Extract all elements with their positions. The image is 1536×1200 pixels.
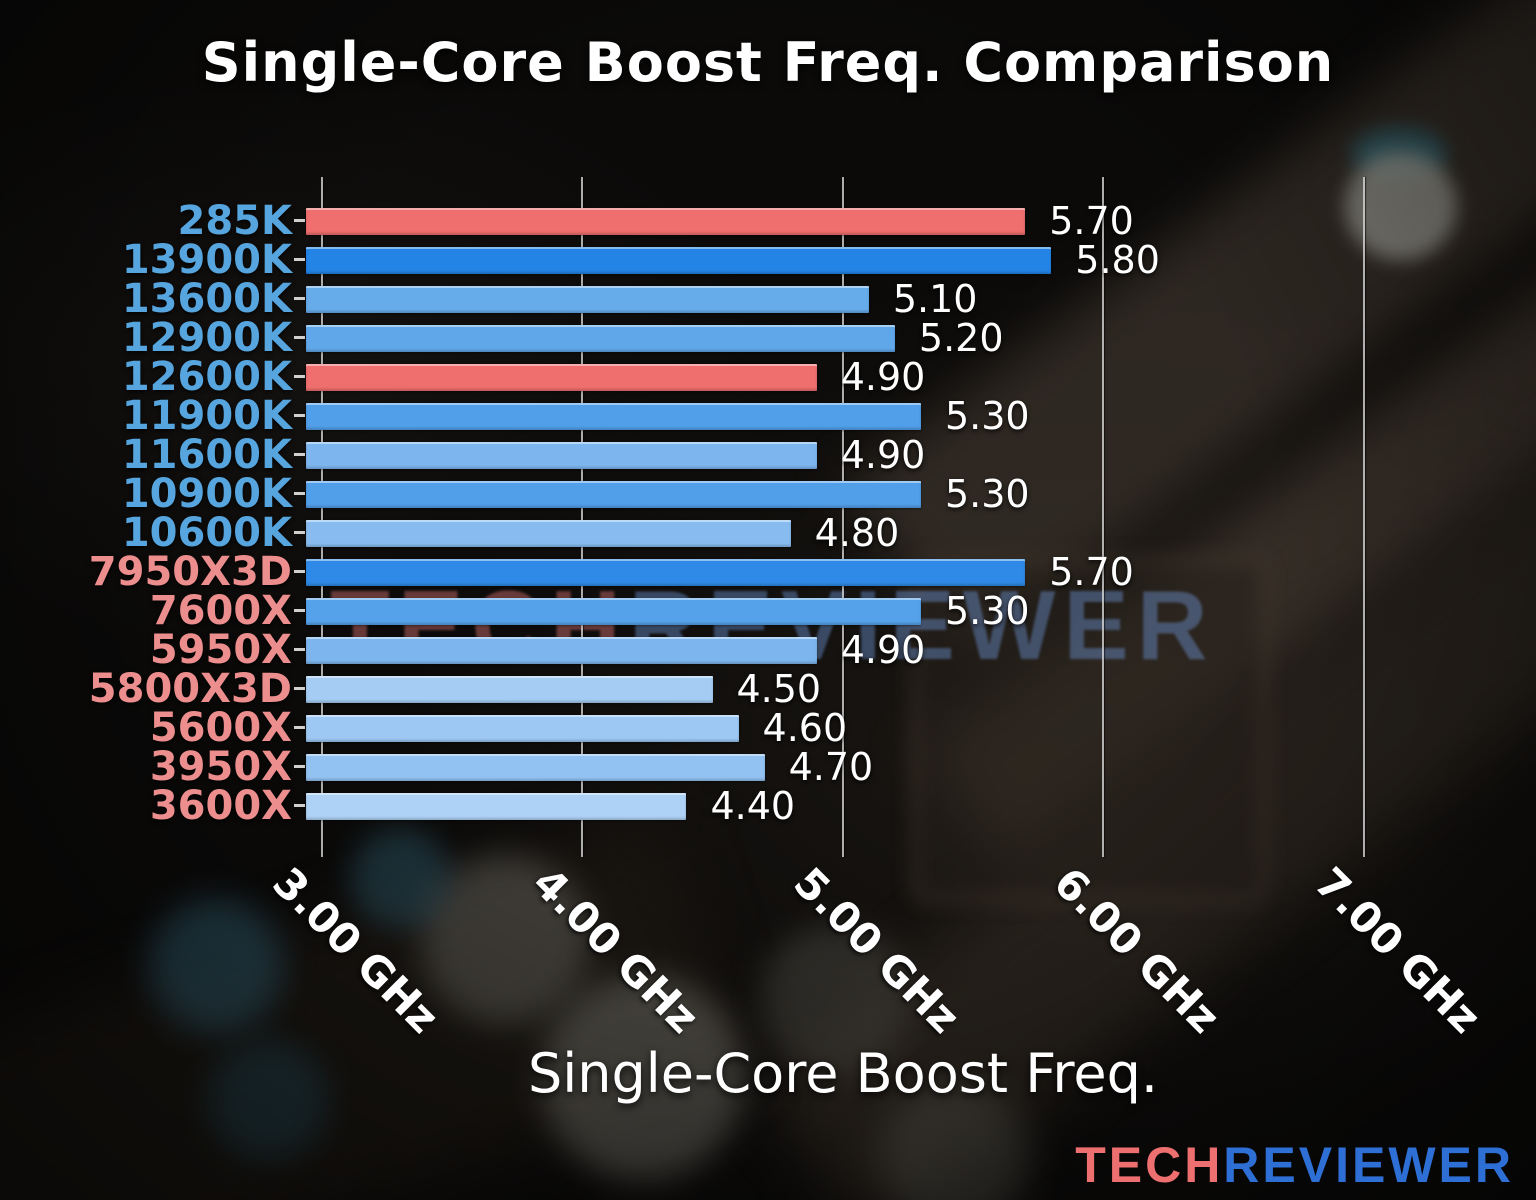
- value-label: 4.90: [840, 628, 926, 672]
- y-tick: [294, 804, 305, 807]
- category-label: 11900K: [121, 393, 292, 439]
- category-label: 11600K: [121, 432, 292, 478]
- value-label: 5.30: [944, 589, 1030, 633]
- bar-12900K: [306, 324, 895, 352]
- value-label: 4.60: [762, 706, 848, 750]
- value-label: 5.70: [1049, 199, 1134, 243]
- category-label: 10600K: [121, 510, 292, 556]
- brand-logo: TECHREVIEWER: [1075, 1138, 1514, 1192]
- value-label: 4.90: [840, 433, 926, 477]
- category-label: 13600K: [121, 276, 292, 322]
- y-tick: [294, 258, 305, 261]
- category-label: 3950X: [149, 744, 292, 790]
- category-label: 5950X: [149, 627, 292, 673]
- y-tick: [294, 336, 305, 339]
- category-label: 5600X: [149, 705, 292, 751]
- value-label: 5.80: [1075, 238, 1160, 282]
- gridline: [581, 177, 584, 857]
- x-tick-label: 4.00 GHz: [523, 857, 709, 1043]
- x-axis-label: Single-Core Boost Freq.: [527, 1042, 1159, 1105]
- category-label: 5800X3D: [88, 666, 292, 712]
- gridline: [841, 177, 844, 857]
- bar-10600K: [306, 519, 791, 547]
- y-tick: [294, 531, 305, 534]
- chart-title: Single-Core Boost Freq. Comparison: [201, 31, 1335, 94]
- gridline: [1363, 177, 1365, 857]
- category-label: 7950X3D: [88, 549, 292, 595]
- y-tick: [294, 609, 305, 612]
- y-tick: [294, 765, 305, 768]
- bar-11600K: [306, 441, 817, 469]
- category-label: 3600X: [149, 783, 292, 829]
- value-label: 4.40: [710, 784, 796, 828]
- y-tick: [294, 414, 305, 417]
- bar-7950X3D: [306, 558, 1026, 586]
- value-label: 4.80: [814, 511, 900, 555]
- category-label: 285K: [177, 198, 293, 244]
- bar-5950X: [306, 636, 817, 664]
- gridline: [1102, 177, 1105, 857]
- y-tick: [294, 219, 305, 222]
- y-tick: [294, 375, 305, 378]
- category-label: 13900K: [121, 237, 292, 283]
- y-tick: [294, 570, 305, 573]
- bar-3600X: [306, 792, 687, 820]
- y-tick: [294, 492, 305, 495]
- x-tick-label: 5.00 GHz: [784, 857, 970, 1043]
- category-label: 10900K: [121, 471, 292, 517]
- y-tick: [294, 648, 305, 651]
- x-tick-label: 3.00 GHz: [263, 857, 448, 1043]
- bar-285K: [306, 207, 1026, 235]
- value-label: 5.10: [892, 277, 978, 321]
- y-tick: [294, 726, 305, 729]
- bar-12600K: [306, 363, 817, 391]
- bar-7600X: [306, 597, 921, 625]
- category-label: 12600K: [121, 354, 292, 400]
- value-label: 4.90: [840, 355, 926, 399]
- bar-11900K: [306, 402, 921, 430]
- value-label: 5.20: [918, 316, 1004, 360]
- bar-5600X: [306, 714, 739, 742]
- y-tick: [294, 687, 305, 690]
- bar-3950X: [306, 753, 765, 781]
- bar-10900K: [306, 480, 921, 508]
- logo-tech: TECH: [1075, 1137, 1224, 1193]
- x-tick-label: 7.00 GHz: [1305, 857, 1491, 1043]
- y-tick: [294, 453, 305, 456]
- logo-reviewer: REVIEWER: [1223, 1137, 1514, 1193]
- y-tick: [294, 297, 305, 300]
- value-label: 5.30: [944, 394, 1030, 438]
- bar-13600K: [306, 285, 869, 313]
- bar-5800X3D: [306, 675, 713, 703]
- bar-13900K: [306, 246, 1052, 274]
- category-label: 12900K: [121, 315, 292, 361]
- value-label: 4.70: [788, 745, 874, 789]
- x-tick-label: 6.00 GHz: [1044, 857, 1230, 1043]
- value-label: 4.50: [736, 667, 822, 711]
- category-label: 7600X: [149, 588, 292, 634]
- gridline: [320, 177, 323, 857]
- value-label: 5.30: [944, 472, 1030, 516]
- value-label: 5.70: [1049, 550, 1134, 594]
